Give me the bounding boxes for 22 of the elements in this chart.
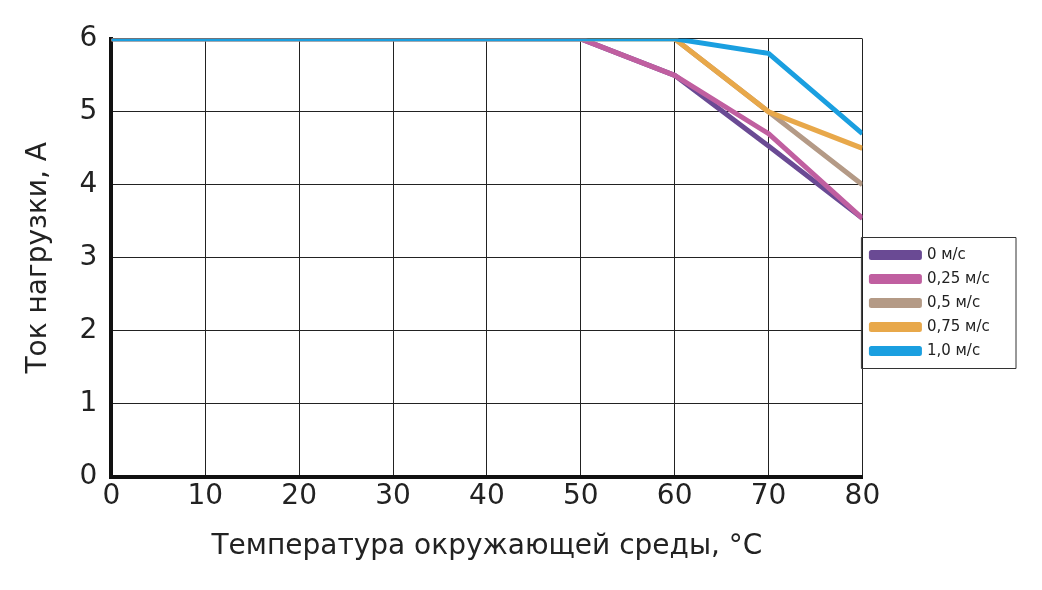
x-tick-label: 10 bbox=[187, 477, 224, 511]
y-tick-label: 1 bbox=[79, 385, 98, 419]
y-tick-label: 5 bbox=[79, 93, 98, 127]
legend-label: 0,5 м/с bbox=[926, 292, 995, 311]
y-tick-label: 3 bbox=[79, 239, 98, 273]
y-tick-label: 2 bbox=[79, 312, 98, 346]
y-tick-label: 4 bbox=[79, 166, 98, 200]
legend-label: 0,75 м/с bbox=[926, 316, 1005, 335]
x-tick-label: 50 bbox=[562, 477, 599, 511]
x-tick-label: 20 bbox=[281, 477, 317, 511]
legend-label: 1,0 м/с bbox=[926, 340, 995, 359]
x-tick-label: 70 bbox=[750, 477, 787, 511]
y-tick-label: 6 bbox=[79, 20, 98, 54]
x-tick-label: 30 bbox=[375, 477, 411, 511]
x-tick-label: 40 bbox=[469, 477, 505, 511]
legend-label: 0 м/с bbox=[926, 244, 981, 263]
legend-label: 0,25 м/с bbox=[926, 268, 1005, 287]
x-axis-title: Температура окружающей среды, °C bbox=[210, 528, 763, 562]
y-axis-title: Ток нагрузки, А bbox=[20, 142, 54, 375]
x-tick-label: 60 bbox=[656, 477, 693, 511]
x-tick-label: 0 bbox=[102, 477, 121, 511]
x-tick-label: 80 bbox=[844, 477, 881, 511]
